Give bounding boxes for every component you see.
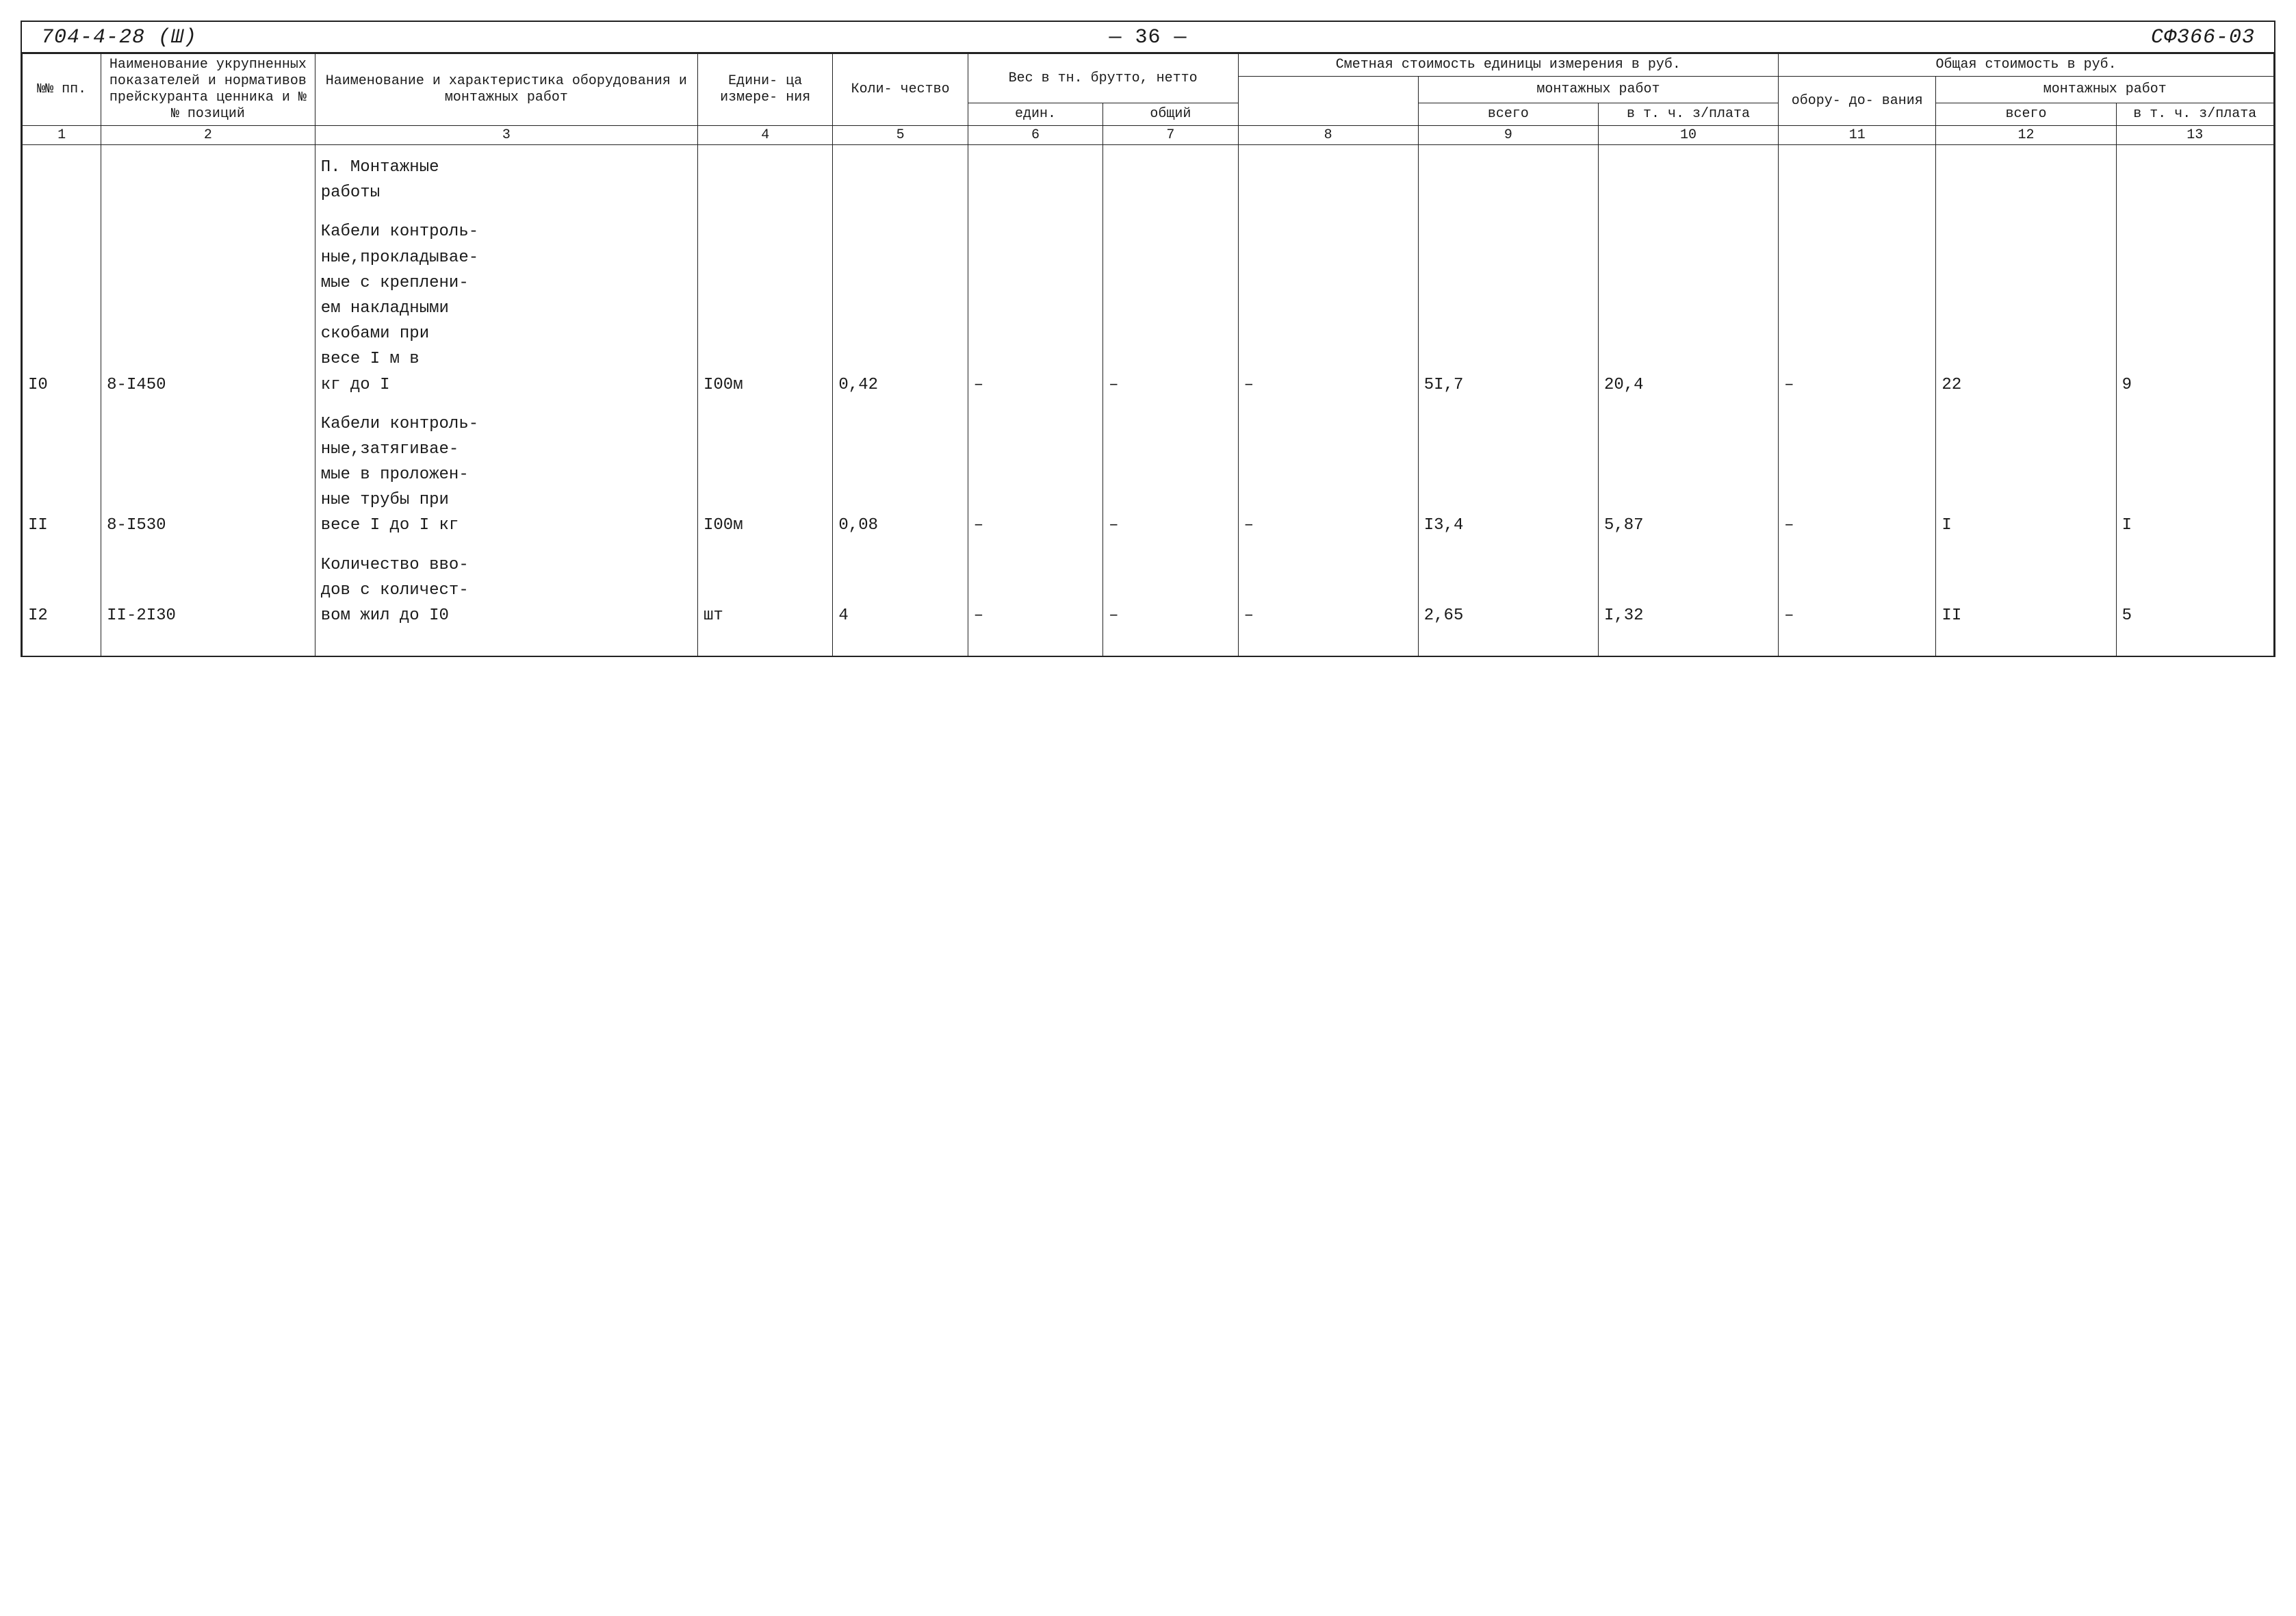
hdr-col2: Наименование укрупненных показателей и н…: [101, 54, 315, 126]
colnum: 9: [1418, 126, 1598, 145]
cell-code: 8-I530: [101, 409, 315, 550]
page-number: — 36 —: [779, 26, 1517, 49]
colnum: 5: [833, 126, 968, 145]
data-table: П. Монтажные работы I0 8-I450 Кабели кон…: [22, 145, 2274, 656]
hdr-mont-sub: монтажных работ: [1418, 77, 1778, 103]
cell-unit: I00м: [698, 216, 833, 408]
cell-c11: –: [1779, 409, 1936, 550]
cell-qty: 4: [833, 550, 968, 656]
cell-wtotal: –: [1103, 409, 1238, 550]
cell-unit: шт: [698, 550, 833, 656]
cell-desc: Кабели контроль- ные,прокладывае- мые с …: [315, 216, 697, 408]
cell-c9: 2,65: [1418, 550, 1598, 656]
hdr-mont-sub2: монтажных работ: [1936, 77, 2274, 103]
doc-number-left: 704-4-28 (Ш): [41, 26, 779, 49]
cell-c13: I: [2116, 409, 2273, 550]
colnum: 8: [1238, 126, 1418, 145]
hdr-col4: Едини- ца измере- ния: [698, 54, 833, 126]
hdr-col12: всего: [1936, 103, 2116, 126]
table-row: I2 II-2I30 Количество вво- дов с количес…: [23, 550, 2274, 656]
cell-qty: 0,08: [833, 409, 968, 550]
cell-c10: 5,87: [1598, 409, 1778, 550]
header-table: №№ пп. Наименование укрупненных показате…: [22, 53, 2274, 145]
cell-wunit: –: [968, 216, 1102, 408]
cell-wtotal: –: [1103, 550, 1238, 656]
hdr-col6: един.: [968, 103, 1102, 126]
table-row: II 8-I530 Кабели контроль- ные,затягивае…: [23, 409, 2274, 550]
document-frame: 704-4-28 (Ш) — 36 — СФ366-03 №№ пп. Наим…: [21, 21, 2275, 657]
cell-wtotal: –: [1103, 216, 1238, 408]
cell-wunit: –: [968, 550, 1102, 656]
cell-c12: II: [1936, 550, 2116, 656]
cell-desc: Количество вво- дов с количест- вом жил …: [315, 550, 697, 656]
colnum: 11: [1779, 126, 1936, 145]
colnum: 2: [101, 126, 315, 145]
cell-c13: 9: [2116, 216, 2273, 408]
hdr-smeta-group: Сметная стоимость единицы измерения в ру…: [1238, 54, 1779, 77]
cell-c12: 22: [1936, 216, 2116, 408]
cell-c11: –: [1779, 216, 1936, 408]
cell-c8: –: [1238, 550, 1418, 656]
colnum: 1: [23, 126, 101, 145]
cell-c11: –: [1779, 550, 1936, 656]
table-row: I0 8-I450 Кабели контроль- ные,прокладыв…: [23, 216, 2274, 408]
cell-n: I0: [23, 216, 101, 408]
cell-c13: 5: [2116, 550, 2273, 656]
cell-desc: Кабели контроль- ные,затягивае- мые в пр…: [315, 409, 697, 550]
colnum: 12: [1936, 126, 2116, 145]
cell-c8: –: [1238, 216, 1418, 408]
cell-c9: 5I,7: [1418, 216, 1598, 408]
cell-code: II-2I30: [101, 550, 315, 656]
cell-qty: 0,42: [833, 216, 968, 408]
cell-c12: I: [1936, 409, 2116, 550]
hdr-col9: всего: [1418, 103, 1598, 126]
hdr-total-group: Общая стоимость в руб.: [1779, 54, 2274, 77]
hdr-col11: обору- до- вания: [1779, 77, 1936, 126]
colnum: 4: [698, 126, 833, 145]
cell-c10: I,32: [1598, 550, 1778, 656]
hdr-col1: №№ пп.: [23, 54, 101, 126]
hdr-col3: Наименование и характеристика оборудован…: [315, 54, 697, 126]
doc-number-right: СФ366-03: [1517, 26, 2255, 49]
hdr-weight-group: Вес в тн. брутто, нетто: [968, 54, 1238, 103]
cell-wunit: –: [968, 409, 1102, 550]
hdr-col10: в т. ч. з/плата: [1598, 103, 1778, 126]
hdr-col5: Коли- чество: [833, 54, 968, 126]
cell-unit: I00м: [698, 409, 833, 550]
hdr-col8: [1238, 77, 1418, 126]
colnum: 6: [968, 126, 1102, 145]
cell-c8: –: [1238, 409, 1418, 550]
colnum: 3: [315, 126, 697, 145]
colnum: 13: [2116, 126, 2273, 145]
colnum: 10: [1598, 126, 1778, 145]
cell-n: II: [23, 409, 101, 550]
cell-c10: 20,4: [1598, 216, 1778, 408]
column-number-row: 1 2 3 4 5 6 7 8 9 10 11 12 13: [23, 126, 2274, 145]
hdr-col7: общий: [1103, 103, 1238, 126]
section-row: П. Монтажные работы: [23, 145, 2274, 216]
cell-c9: I3,4: [1418, 409, 1598, 550]
title-bar: 704-4-28 (Ш) — 36 — СФ366-03: [22, 22, 2274, 53]
cell-n: I2: [23, 550, 101, 656]
cell-code: 8-I450: [101, 216, 315, 408]
section-title: П. Монтажные работы: [315, 145, 697, 216]
colnum: 7: [1103, 126, 1238, 145]
hdr-col13: в т. ч. з/плата: [2116, 103, 2273, 126]
